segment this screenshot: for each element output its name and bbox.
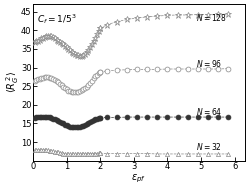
Text: $C_f = 1/5^3$: $C_f = 1/5^3$: [37, 12, 77, 26]
Y-axis label: $\langle R_G^{\,2}\rangle$: $\langle R_G^{\,2}\rangle$: [4, 71, 21, 93]
Text: $N = 32$: $N = 32$: [196, 141, 222, 152]
Text: $N = 64$: $N = 64$: [196, 106, 222, 117]
Text: $N = 128$: $N = 128$: [196, 12, 227, 23]
X-axis label: $\varepsilon_{pf}$: $\varepsilon_{pf}$: [131, 172, 146, 185]
Text: $N = 96$: $N = 96$: [196, 57, 222, 69]
